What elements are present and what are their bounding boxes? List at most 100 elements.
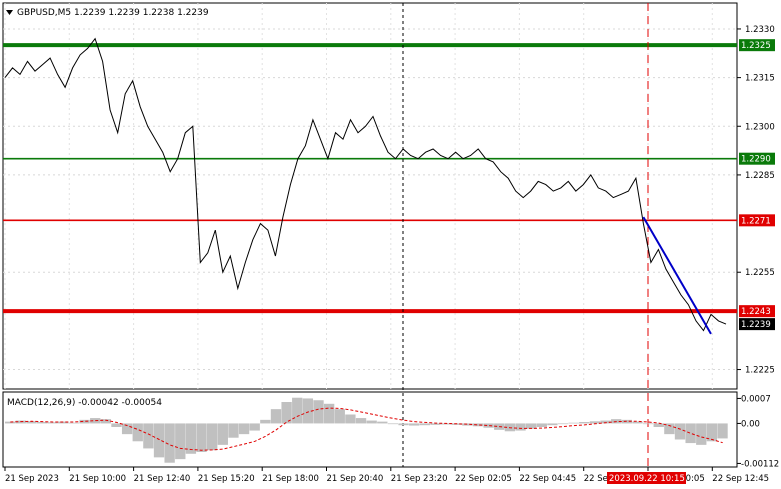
macd-bar xyxy=(398,423,409,426)
price-panel[interactable] xyxy=(2,2,738,390)
macd-bar xyxy=(472,423,484,427)
x-tick-label: 21 Sep 12:40 xyxy=(134,474,191,484)
macd-bar xyxy=(557,423,569,425)
down-triangle-icon[interactable] xyxy=(6,10,13,15)
macd-bar xyxy=(5,421,16,424)
x-tick-label: 22 Sep 12:45 xyxy=(712,474,769,484)
macd-bar xyxy=(366,420,377,424)
time-axis: 21 Sep 2023 21 Sep 10:00 21 Sep 12:40 21 Se… xyxy=(4,467,769,484)
macd-bar xyxy=(600,420,611,424)
level-price-tag xyxy=(739,39,775,52)
macd-title: MACD(12,26,9) -0.00042 -0.00054 xyxy=(7,398,162,408)
macd-bar xyxy=(249,423,260,431)
macd-bar xyxy=(58,421,69,424)
macd-bar xyxy=(196,423,207,452)
macd-bar xyxy=(281,402,292,424)
macd-bar xyxy=(706,423,718,442)
price-axis: 1.2325 1.2290 1.2271 1.2243 1.2330 1.2315 1.23… xyxy=(737,25,775,376)
macd-bar xyxy=(132,423,143,442)
macd-y-tick-label: -0.00112 xyxy=(741,459,779,469)
grid-lines xyxy=(3,3,737,389)
macd-bar xyxy=(302,398,314,424)
level-price-label: 1.2243 xyxy=(741,307,771,317)
chart-title: GBPUSD,M5 1.2239 1.2239 1.2238 1.2239 xyxy=(17,8,209,18)
highlighted-time-label: 2023.09.22 10:15 xyxy=(609,474,685,484)
macd-bar xyxy=(674,423,686,440)
macd-bar xyxy=(579,422,590,424)
level-price-tag xyxy=(739,305,775,318)
macd-bar xyxy=(121,423,133,435)
macd-bar xyxy=(419,423,430,426)
level-price-tag xyxy=(739,152,775,165)
x-tick-label: 22 Sep 04:45 xyxy=(519,474,576,484)
macd-bar xyxy=(355,418,367,424)
macd-bar xyxy=(717,423,728,439)
x-tick-label: 21 Sep 18:00 xyxy=(262,474,319,484)
macd-axis: 0.0007 0.00 -0.00112 xyxy=(737,394,779,469)
y-tick-label: 1.2330 xyxy=(745,25,775,35)
macd-bar xyxy=(387,423,399,425)
macd-bar xyxy=(547,423,558,426)
macd-bar xyxy=(334,409,345,424)
macd-bar xyxy=(696,423,707,445)
x-tick-label: 21 Sep 15:20 xyxy=(198,474,255,484)
macd-bar xyxy=(292,397,303,424)
macd-bar xyxy=(100,419,112,424)
trend-line xyxy=(642,216,712,335)
macd-bar xyxy=(175,423,186,460)
level-price-tag xyxy=(739,214,775,227)
y-tick-label: 1.2300 xyxy=(745,122,775,132)
macd-bar xyxy=(653,423,664,427)
macd-bar xyxy=(143,423,154,449)
y-tick-label: 1.2255 xyxy=(745,268,775,278)
level-price-label: 1.2290 xyxy=(741,155,771,165)
macd-bar xyxy=(642,423,654,425)
trend-line-segment xyxy=(642,216,712,335)
macd-y-tick-label: 0.0007 xyxy=(741,394,771,404)
macd-bar xyxy=(217,423,228,445)
macd-bar xyxy=(47,422,58,424)
macd-bar xyxy=(36,422,48,424)
macd-bar xyxy=(515,423,526,431)
macd-bar xyxy=(228,423,239,438)
signal-line xyxy=(10,407,723,451)
y-tick-label: 1.2285 xyxy=(745,171,775,181)
macd-bar xyxy=(632,421,643,424)
x-tick-label: 21 Sep 23:20 xyxy=(391,474,448,484)
macd-bar xyxy=(409,423,420,426)
macd-bar xyxy=(664,423,675,435)
macd-bar xyxy=(238,423,250,435)
macd-bar xyxy=(207,423,218,451)
macd-bar xyxy=(377,421,388,424)
macd-bar xyxy=(90,418,101,424)
level-price-label: 1.2325 xyxy=(741,41,771,51)
highlighted-time-tag xyxy=(607,472,686,484)
macd-bar xyxy=(483,423,494,428)
macd-bar xyxy=(621,419,633,424)
price-line xyxy=(4,37,727,332)
current-price-tag xyxy=(739,318,775,331)
x-tick-label: 21 Sep 2023 xyxy=(5,474,59,484)
macd-bar xyxy=(270,409,282,424)
macd-bar xyxy=(313,400,324,424)
price-series xyxy=(4,37,727,332)
level-price-label: 1.2271 xyxy=(741,216,771,226)
macd-bar xyxy=(26,421,37,424)
macd-bar xyxy=(164,423,175,463)
x-tick-label: 22 Sep 02:05 xyxy=(455,474,512,484)
macd-bar xyxy=(185,423,197,454)
x-tick-label: 21 Sep 20:40 xyxy=(327,474,384,484)
macd-bar xyxy=(68,422,80,424)
macd-bar xyxy=(430,423,441,425)
macd-series xyxy=(5,397,728,463)
macd-bar xyxy=(345,414,356,424)
macd-bar xyxy=(153,423,165,458)
macd-bar xyxy=(685,423,696,444)
y-tick-label: 1.2315 xyxy=(745,74,775,84)
macd-bar xyxy=(111,423,122,427)
macd-bar xyxy=(568,422,579,424)
macd-bar xyxy=(260,419,271,424)
macd-bar xyxy=(525,423,537,429)
level-lines xyxy=(3,43,737,314)
